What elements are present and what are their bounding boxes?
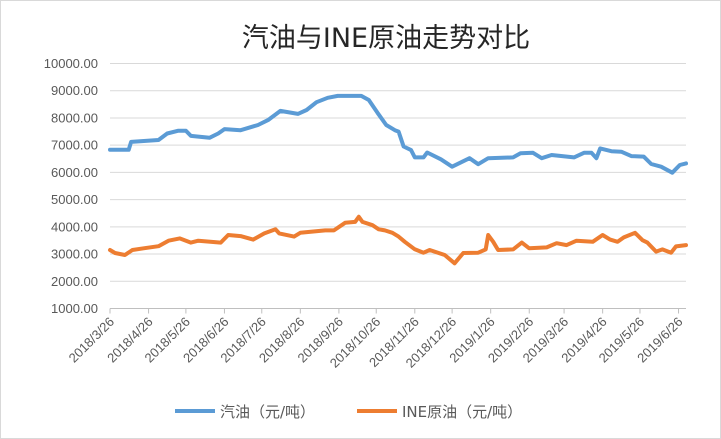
chart-title: 汽油与INE原油走势对比 xyxy=(242,23,530,54)
y-tick-label: 5000.00 xyxy=(51,192,98,207)
y-tick-label: 7000.00 xyxy=(51,138,98,153)
y-tick-label: 3000.00 xyxy=(51,247,98,262)
series-line-ine-crude xyxy=(108,214,688,266)
y-tick-label: 9000.00 xyxy=(51,83,98,98)
y-tick-label: 4000.00 xyxy=(51,219,98,234)
y-tick-label: 1000.00 xyxy=(51,301,98,316)
series-line-gasoline xyxy=(108,93,688,175)
y-tick-label: 2000.00 xyxy=(51,274,98,289)
series-lines xyxy=(108,93,688,266)
y-tick-label: 8000.00 xyxy=(51,110,98,125)
legend-label-gasoline: 汽油（元/吨） xyxy=(220,403,315,421)
legend-label-ine-crude: INE原油（元/吨） xyxy=(402,403,522,421)
y-axis: 1000.00 2000.00 3000.00 4000.00 5000.00 6000.… xyxy=(44,56,98,316)
y-tick-label: 10000.00 xyxy=(44,56,98,71)
legend: 汽油（元/吨） INE原油（元/吨） xyxy=(175,403,522,421)
y-tick-label: 6000.00 xyxy=(51,165,98,180)
